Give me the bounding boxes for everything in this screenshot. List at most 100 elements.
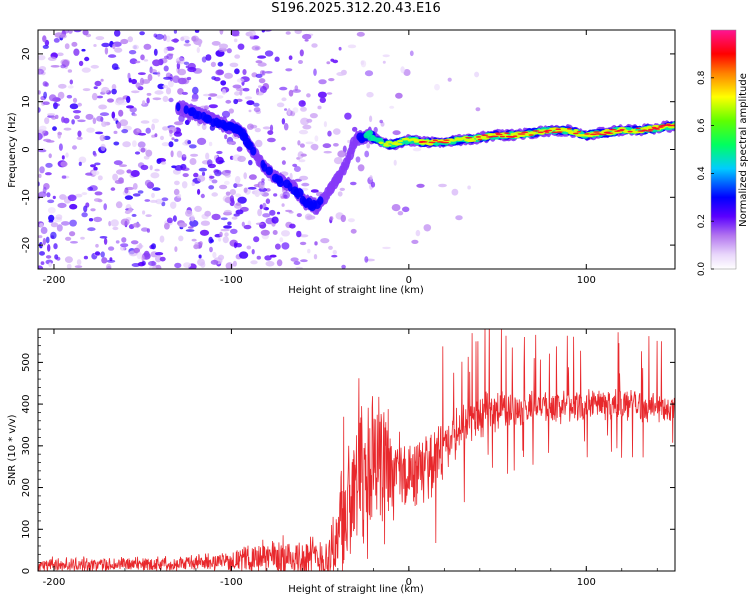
spectrogram-ridge-blob [443,139,450,141]
spectrogram-noise-blob [91,92,98,101]
spectrogram-noise-blob [118,164,128,168]
spectrogram-noise-blob [137,72,146,75]
colorbar-label: Normalized spectral amplitude [738,73,749,227]
spectrogram-noise-blob [121,129,129,134]
spectrogram-noise-blob [215,69,225,76]
spectrogram-noise-blob [220,217,228,221]
spectrogram-background [38,30,675,269]
spectrogram-noise-blob [93,152,97,157]
spectrogram-noise-blob [56,256,61,261]
spectrogram-noise-blob [67,69,73,73]
spectrogram-noise-blob [235,193,242,198]
spectrogram-noise-blob [92,117,97,125]
spectrogram-ridge-blob [521,131,529,134]
spectrogram-noise-blob [300,153,307,157]
spectrogram-noise-blob [126,96,131,103]
spectrogram-noise-blob [132,44,139,50]
spectrogram-noise-blob [285,31,291,35]
spectrogram-noise-blob [313,254,318,260]
snr-x-tick-label: -200 [43,577,66,588]
spectrogram-ridge-blob [403,137,410,141]
spectrogram-noise-blob [141,260,146,266]
spectrogram-noise-blob [163,76,173,80]
spectrogram-noise-blob [178,222,188,228]
spectrogram-noise-blob [133,247,140,254]
spectrogram-noise-blob [397,211,404,216]
spectrogram-noise-blob [99,112,110,117]
spectrogram-ridge-blob [545,129,553,132]
spectrogram-noise-blob [67,85,74,89]
spectrogram-noise-blob [196,47,200,53]
spectrogram-noise-blob [190,214,195,222]
spectrogram-noise-blob [112,226,119,231]
spectrogram-noise-blob [248,30,256,37]
spectrogram-noise-blob [70,241,78,244]
spectrogram-noise-blob [295,266,303,269]
spectrogram-noise-blob [221,88,227,95]
spectrogram-noise-blob [151,192,155,199]
spectrogram-noise-blob [151,243,156,250]
spectrogram-noise-blob [298,60,303,64]
spectrogram-noise-blob [166,217,173,224]
spectrogram-noise-blob [101,86,110,94]
spectrogram-noise-blob [101,42,110,48]
spectrogram-noise-blob [364,150,370,158]
spectrogram-noise-blob [143,43,152,50]
spectrogram-noise-blob [194,205,202,212]
spectrogram-noise-blob [317,91,327,99]
spectrogram-noise-blob [327,130,332,137]
spectrogram-noise-blob [156,158,162,164]
spectrogram-noise-blob [171,38,180,43]
spectrogram-noise-blob [184,39,190,44]
spectrogram-noise-blob [265,188,271,192]
spectrogram-x-ticks: -200 -100 0 100 [43,30,596,286]
spectrogram-noise-blob [274,56,280,62]
spectrogram-noise-blob [136,129,140,133]
spectrogram-noise-blob [67,194,77,202]
spectrogram-noise-blob [93,86,98,89]
spectrogram-noise-blob [94,191,103,196]
spectrogram-noise-blob [178,235,184,242]
spectrogram-noise-blob [191,181,195,186]
spectrogram-noise-blob [411,239,419,244]
spectrogram-noise-blob [347,44,357,49]
spectrogram-noise-blob [140,54,145,61]
spectrogram-noise-blob [257,62,267,67]
spectrogram-noise-blob [253,236,260,243]
spectrogram-noise-blob [369,115,373,123]
spectrogram-noise-blob [173,188,180,196]
spectrogram-noise-blob [138,132,147,136]
spectrogram-noise-blob [113,141,120,146]
spectrogram-noise-blob [116,169,125,175]
spectrogram-y-tick-label: -10 [21,189,32,205]
spectrogram-noise-blob [155,255,162,263]
spectrogram-noise-blob [393,159,397,166]
spectrogram-noise-blob [226,141,234,145]
spectrogram-noise-blob [99,236,108,239]
spectrogram-noise-blob [208,93,218,97]
spectrogram-noise-blob [53,38,60,43]
spectrogram-noise-blob [355,156,361,163]
spectrogram-noise-blob [108,54,117,58]
spectrogram-noise-blob [126,105,134,109]
spectrogram-noise-blob [299,143,305,148]
spectrogram-noise-blob [154,133,158,138]
spectrogram-noise-blob [42,186,47,194]
spectrogram-noise-blob [135,82,141,89]
spectrogram-noise-blob [165,87,172,95]
spectrogram-noise-blob [248,159,253,166]
spectrogram-noise-blob [333,128,341,135]
spectrogram-noise-blob [300,117,310,126]
spectrogram-noise-blob [170,201,177,209]
spectrogram-noise-blob [74,115,80,120]
spectrogram-noise-blob [159,235,165,243]
spectrogram-noise-blob [224,180,230,185]
spectrogram-noise-blob [451,188,459,196]
spectrogram-noise-blob [198,167,208,172]
spectrogram-noise-blob [142,210,146,215]
spectrogram-noise-blob [217,61,224,67]
spectrogram-noise-blob [57,202,67,209]
spectrogram-noise-blob [230,30,240,37]
spectrogram-noise-blob [57,131,62,139]
